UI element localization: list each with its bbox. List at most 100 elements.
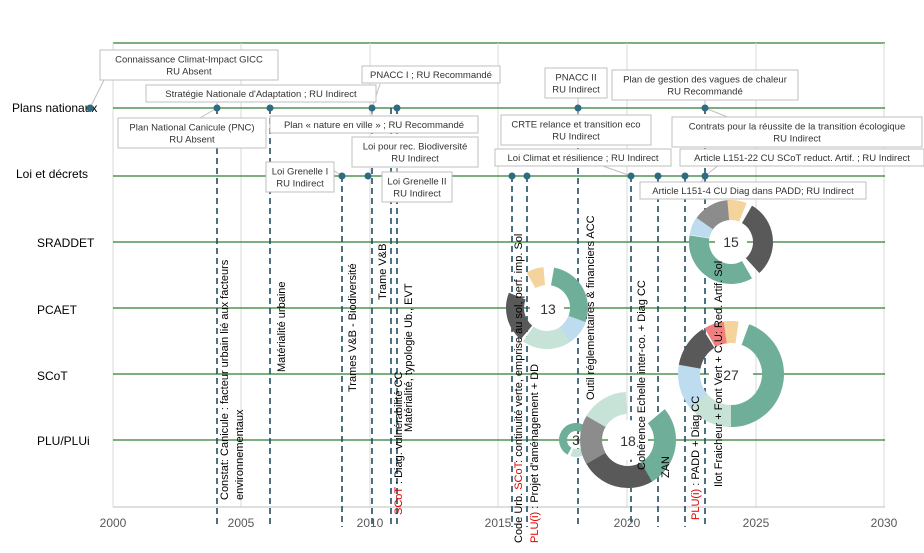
marker-gicc [86, 104, 94, 112]
callout-text-contrats: Contrats pour la réussite de la transiti… [689, 122, 906, 133]
donut-27-label: 27 [723, 367, 739, 383]
marker-grenelle1 [338, 172, 346, 180]
donut-15-segment-dark [689, 200, 773, 284]
callout-box-grenelle1 [265, 161, 335, 193]
callout-text-grenelle2: Loi Grenelle II [387, 177, 446, 188]
donut-27-segment-green [678, 321, 784, 427]
donut-27-segment-blue [678, 321, 784, 427]
callout-box-pnacc1 [361, 65, 501, 84]
donut-27-segment-lightgreen [678, 321, 784, 427]
callout-text-pnc: RU Absent [169, 135, 215, 146]
connector-climat [599, 164, 632, 177]
vertical-label-part: SCoT [513, 461, 525, 489]
vertical-label-part: SCoT [393, 487, 405, 515]
row-label-plans: Plans nationaux [12, 101, 97, 115]
callout-text-pnc: Plan National Canicule (PNC) [129, 123, 254, 134]
vertical-label-part: Code Urb. [513, 490, 525, 543]
vertical-label-materialite: Matérialité urbaine [276, 282, 288, 373]
donut-18-label: 18 [620, 433, 636, 449]
marker-nature [393, 104, 401, 112]
row-label-pcaet: PCAET [37, 303, 78, 317]
row-label-sraddet: SRADDET [37, 236, 95, 250]
callout-box-crte [500, 114, 652, 146]
callout-box-sna [145, 84, 377, 103]
marker-2021 [654, 172, 662, 180]
donut-13-segment-blue [506, 267, 588, 349]
donut-13-segment-orange [506, 267, 588, 349]
donut-15-segment-green [689, 200, 773, 284]
callout-text-vagues: Plan de gestion des vagues de chaleur [623, 75, 787, 86]
donut-27-segment-dark [678, 321, 784, 427]
tick-label-2010: 2010 [357, 516, 384, 530]
callout-text-crte: CRTE relance et transition eco [511, 120, 640, 131]
callout-text-l151_4: Article L151-4 CU Diag dans PADD; RU Ind… [652, 186, 854, 197]
donut-27: 27 [678, 321, 784, 428]
donut-15-segment-blue [689, 200, 773, 284]
tick-label-2000: 2000 [100, 516, 127, 530]
donut-15-label: 15 [723, 234, 739, 250]
callout-pnacc1: PNACC I ; RU Recommandé [361, 65, 501, 84]
marker-vagues [701, 104, 709, 112]
marker-climat [627, 172, 635, 180]
callout-l151_4: Article L151-4 CU Diag dans PADD; RU Ind… [639, 181, 867, 200]
donut-3-segment-green [558, 423, 593, 457]
callout-text-gicc: Connaissance Climat-Impact GICC [115, 55, 263, 66]
callout-pnc: Plan National Canicule (PNC)RU Absent [117, 117, 267, 149]
vertical-label-ilot: Ilot Fraicheur + Font Vert + C.U: Red. A… [713, 261, 725, 487]
vertical-label-part: PLU(i) [690, 489, 702, 520]
vertical-label-pluppadd: PLU(i) : PADD + Diag CC [690, 396, 702, 520]
callout-box-l151_4 [639, 181, 867, 200]
marker-sna [213, 104, 221, 112]
vertical-label-codeurb: Code Urb. SCoT: continuité verte, empris… [513, 234, 525, 543]
callout-sna: Stratégie Nationale d'Adaptation ; RU In… [145, 84, 377, 103]
callout-text-gicc: RU Absent [166, 67, 212, 78]
x-axis-ticks: 2000 2005 2010 2015 2020 2025 2030 [100, 516, 898, 530]
callout-box-pnc [117, 117, 267, 149]
vertical-label-coherence: Cohérence Echelle inter-co. + Diag CC [636, 280, 648, 470]
callout-box-gicc [99, 49, 279, 81]
donut-13-segment-green [506, 267, 588, 349]
donut-charts: 15 13 27 3 [505, 200, 784, 488]
vertical-label-part: Outil réglementaires & financiers ACC [585, 215, 597, 400]
vertical-label-outil: Outil réglementaires & financiers ACC [585, 215, 597, 400]
donut-13-hole [530, 291, 564, 325]
vertical-label-typologie: Matérialité, typologie Ub., EVT [403, 283, 415, 432]
vertical-label-zan: ZAN [660, 456, 672, 478]
callout-box-contrats [671, 116, 923, 148]
vertical-label-scotdiag: SCoT : Diag. vulnérabilité CC [393, 371, 405, 515]
callout-contrats: Contrats pour la réussite de la transiti… [671, 116, 923, 148]
tick-label-2005: 2005 [228, 516, 255, 530]
vertical-label-part: : Projet d'aménagement + DD [529, 364, 541, 512]
callout-text-climat: Loi Climat et résilience ; RU Indirect [508, 153, 659, 164]
tick-label-2030: 2030 [871, 516, 898, 530]
donut-15: 15 [689, 200, 773, 285]
callout-nature: Plan « nature en ville » ; RU Recommandé [269, 115, 479, 134]
tick-label-2015: 2015 [485, 516, 512, 530]
vertical-label-env: environnementaux [234, 409, 246, 500]
donut-18-hole [608, 420, 648, 460]
callout-text-biodiv: Loi pour rec. Biodiversité [363, 142, 468, 153]
callout-box-vagues [611, 69, 799, 101]
vertical-label-part: Matérialité urbaine [276, 282, 288, 373]
tick-label-2025: 2025 [743, 516, 770, 530]
callout-box-nature [269, 115, 479, 134]
row-lines [113, 107, 885, 441]
callout-l151_22: Article L151-22 CU SCoT reduct. Artif. ;… [679, 148, 924, 167]
callout-box-grenelle2 [381, 171, 453, 203]
vertical-label-part: Ilot Fraicheur + Font Vert + C.U: Red. A… [713, 261, 725, 487]
callout-text-l151_22: Article L151-22 CU SCoT reduct. Artif. ;… [694, 153, 910, 164]
callout-grenelle1: Loi Grenelle IRU Indirect [265, 161, 335, 193]
connector-gicc [89, 79, 105, 109]
vertical-label-part: : PADD + Diag CC [690, 396, 702, 489]
marker-pnacc2 [574, 104, 582, 112]
donut-13-segment-dark [505, 267, 588, 349]
donut-15-hole [715, 226, 747, 258]
callout-text-grenelle1: RU Indirect [276, 179, 324, 190]
marker-pnacc1 [368, 104, 376, 112]
